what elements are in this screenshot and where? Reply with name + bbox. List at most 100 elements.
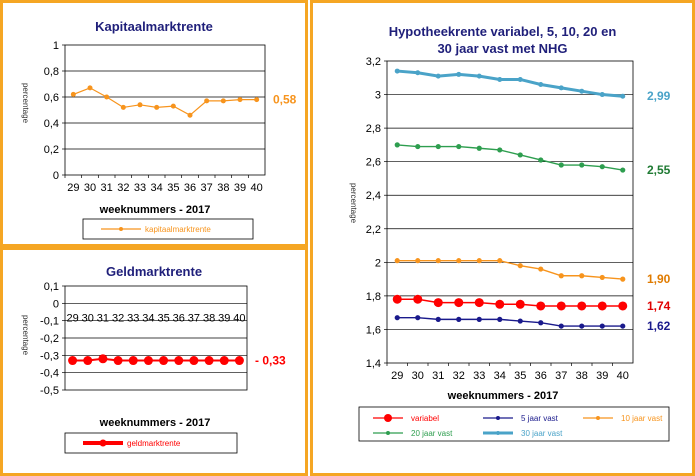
data-point — [476, 316, 482, 322]
series-line-30-jaar-vast — [397, 69, 623, 98]
data-point — [189, 356, 199, 366]
data-point — [556, 301, 566, 311]
data-point — [538, 320, 544, 326]
y-tick-label: 1,6 — [366, 324, 381, 336]
data-point — [456, 143, 462, 150]
data-point — [538, 266, 544, 272]
data-point — [597, 301, 607, 311]
data-point — [159, 356, 169, 366]
data-point — [237, 97, 243, 103]
legend-box — [82, 218, 254, 240]
data-point — [497, 76, 503, 82]
x-tick-label: 36 — [184, 182, 196, 194]
x-tick-label: 29 — [66, 312, 78, 324]
series-line-10-jaar-vast — [397, 259, 623, 280]
y-tick-label: 0,2 — [44, 144, 59, 156]
data-point — [515, 299, 525, 309]
x-tick-label: 37 — [188, 312, 200, 324]
data-point — [474, 298, 484, 308]
data-point — [220, 98, 226, 104]
data-point — [454, 298, 464, 308]
data-point — [558, 162, 564, 168]
series-line-kapitaalmarktrente — [73, 87, 257, 116]
end-value-label: 1,74 — [647, 299, 671, 313]
legend-label: 10 jaar vast — [621, 414, 663, 423]
data-point — [415, 258, 421, 264]
chart-subtitle: 30 jaar vast met NHG — [437, 41, 567, 56]
y-tick-label: 0,4 — [44, 118, 59, 130]
x-tick-label: 35 — [157, 312, 169, 324]
geldmarktrente-panel: Geldmarktrente -0,5 -0,4 -0,3 -0,2 -0,1 0 0,1 29… — [0, 247, 308, 476]
kapitaalmarktrente-panel: Kapitaalmarktrente 0 0,2 0,4 0,6 0,8 1 29 30 31 32… — [0, 0, 308, 247]
data-point — [579, 323, 585, 329]
data-point — [435, 143, 441, 150]
data-point — [538, 81, 544, 87]
data-point — [234, 356, 244, 366]
chart-title: Geldmarktrente — [106, 264, 202, 279]
data-point — [456, 258, 462, 264]
data-point — [620, 93, 626, 99]
y-tick-label: 2,6 — [366, 157, 381, 169]
data-point — [83, 356, 93, 366]
x-tick-label: 31 — [101, 182, 113, 194]
y-axis-label: percentage — [21, 315, 30, 356]
data-point — [113, 356, 123, 366]
y-tick-label: 0 — [53, 170, 59, 182]
legend-marker — [496, 431, 500, 435]
y-tick-label: 0,8 — [44, 66, 59, 78]
series-line-20-jaar-vast — [397, 144, 623, 171]
data-point — [120, 104, 126, 110]
y-tick-label: 1,8 — [366, 291, 381, 303]
data-point — [558, 85, 564, 91]
y-tick-label: 1 — [53, 40, 59, 52]
x-tick-label: 35 — [167, 182, 179, 194]
data-point — [87, 85, 93, 91]
x-tick-label: 31 — [97, 312, 109, 324]
legend-box — [64, 432, 238, 454]
data-point — [599, 323, 605, 329]
data-point — [254, 97, 260, 103]
x-tick-label: 34 — [142, 312, 154, 324]
x-tick-label: 30 — [84, 182, 96, 194]
plot-area — [64, 44, 266, 176]
series-line-geldmarktrente — [72, 357, 240, 362]
end-value-label: - 0,33 — [255, 354, 286, 368]
chart-title: Hypotheekrente variabel, 5, 10, 20 en — [389, 24, 617, 39]
y-tick-label: 0 — [53, 298, 59, 310]
x-tick-label: 29 — [391, 370, 403, 382]
series-line-variabel — [397, 298, 623, 307]
data-point — [68, 356, 78, 366]
legend-label: variabel — [411, 414, 439, 423]
legend-marker — [596, 416, 600, 420]
data-point — [517, 318, 523, 324]
x-tick-label: 39 — [234, 182, 246, 194]
data-point — [620, 167, 626, 173]
data-point — [579, 273, 585, 279]
data-point — [143, 356, 153, 366]
x-tick-label: 30 — [82, 312, 94, 324]
x-axis-label: weeknummers - 2017 — [99, 204, 211, 216]
x-tick-label: 36 — [535, 370, 547, 382]
y-tick-label: -0,1 — [40, 316, 59, 328]
data-point — [98, 354, 108, 364]
data-point — [435, 316, 441, 322]
x-tick-label: 40 — [233, 312, 245, 324]
x-tick-label: 32 — [453, 370, 465, 382]
legend-marker — [386, 431, 390, 435]
data-point — [476, 145, 482, 151]
end-value-label: 2,55 — [647, 163, 671, 177]
y-tick-label: 0,1 — [44, 281, 59, 293]
data-point — [415, 315, 421, 321]
legend-marker — [496, 416, 500, 420]
y-tick-label: -0,2 — [40, 333, 59, 345]
data-point — [174, 356, 184, 366]
legend-marker — [384, 414, 392, 422]
y-tick-label: 2,2 — [366, 224, 381, 236]
data-point — [599, 274, 605, 281]
x-tick-label: 31 — [432, 370, 444, 382]
hypotheekrente-chart: Hypotheekrente variabel, 5, 10, 20 en 30 … — [349, 24, 671, 442]
data-point — [579, 162, 585, 168]
data-point — [577, 301, 587, 311]
y-axis-label: percentage — [21, 83, 30, 124]
data-point — [394, 258, 400, 264]
